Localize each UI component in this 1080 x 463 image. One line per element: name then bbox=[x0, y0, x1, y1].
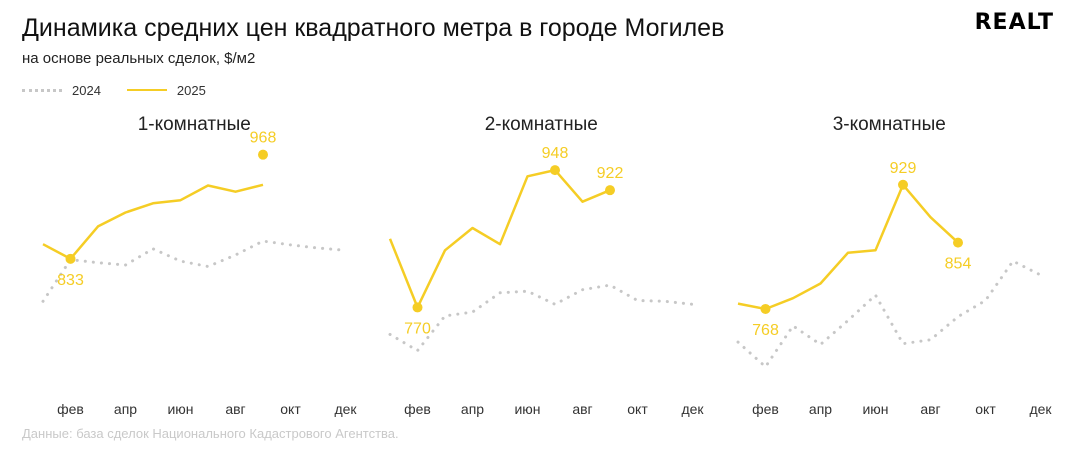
month-tick-label: апр bbox=[114, 401, 137, 417]
value-label: 833 bbox=[57, 272, 84, 289]
value-label: 854 bbox=[945, 256, 972, 273]
data-point-marker bbox=[760, 303, 771, 314]
series-line-2025 bbox=[737, 183, 959, 311]
series-line-2024 bbox=[388, 283, 694, 353]
panel-title: 3-комнатные bbox=[833, 114, 946, 135]
month-tick-label: апр bbox=[461, 401, 484, 417]
series-line-2024 bbox=[41, 239, 347, 303]
data-point-marker bbox=[953, 237, 963, 248]
month-tick-label: фев bbox=[404, 401, 431, 417]
legend: 2024 2025 bbox=[22, 80, 232, 100]
value-label: 770 bbox=[404, 320, 431, 337]
legend-item-2024: 2024 bbox=[22, 83, 101, 98]
series-line-2025 bbox=[388, 168, 611, 309]
data-point-marker bbox=[898, 179, 908, 190]
series-line-2025 bbox=[42, 183, 264, 261]
panel-title: 1-комнатные bbox=[138, 114, 251, 135]
month-tick-label: дек bbox=[1029, 401, 1052, 417]
month-tick-label: окт bbox=[627, 401, 648, 417]
series-line-2024 bbox=[736, 259, 1042, 370]
month-tick-label: дек bbox=[334, 401, 357, 417]
value-label: 948 bbox=[542, 145, 569, 162]
panel-title: 2-комнатные bbox=[485, 114, 598, 135]
month-tick-label: окт bbox=[975, 401, 996, 417]
month-tick-label: авг bbox=[572, 401, 592, 417]
legend-swatch-dotted bbox=[22, 88, 62, 92]
month-tick-label: фев bbox=[57, 401, 84, 417]
month-tick-label: авг bbox=[920, 401, 940, 417]
data-point-marker bbox=[65, 253, 76, 264]
month-tick-label: июн bbox=[167, 401, 193, 417]
legend-swatch-solid bbox=[126, 89, 167, 91]
value-label: 922 bbox=[597, 165, 624, 182]
realt-logo: REALT bbox=[974, 10, 1054, 35]
value-label: 929 bbox=[890, 160, 917, 177]
data-point-marker bbox=[605, 185, 615, 196]
month-tick-label: дек bbox=[681, 401, 704, 417]
month-tick-label: апр bbox=[809, 401, 832, 417]
chart-subtitle: на основе реальных сделок, $/м2 bbox=[22, 50, 256, 67]
value-label: 968 bbox=[250, 130, 277, 147]
month-tick-label: июн bbox=[862, 401, 888, 417]
value-label: 768 bbox=[752, 322, 779, 339]
data-source-note: Данные: база сделок Национального Кадаст… bbox=[22, 426, 399, 441]
month-tick-label: авг bbox=[225, 401, 245, 417]
legend-label-2024: 2024 bbox=[72, 82, 101, 98]
data-point-marker bbox=[412, 302, 423, 313]
month-tick-label: окт bbox=[280, 401, 301, 417]
legend-item-2025: 2025 bbox=[126, 82, 206, 98]
month-tick-label: июн bbox=[514, 401, 540, 417]
chart-title: Динамика средних цен квадратного метра в… bbox=[22, 14, 725, 42]
data-point-marker bbox=[550, 165, 560, 176]
legend-label-2025: 2025 bbox=[176, 82, 206, 98]
data-point-marker bbox=[258, 149, 268, 160]
month-tick-label: фев bbox=[752, 401, 779, 417]
